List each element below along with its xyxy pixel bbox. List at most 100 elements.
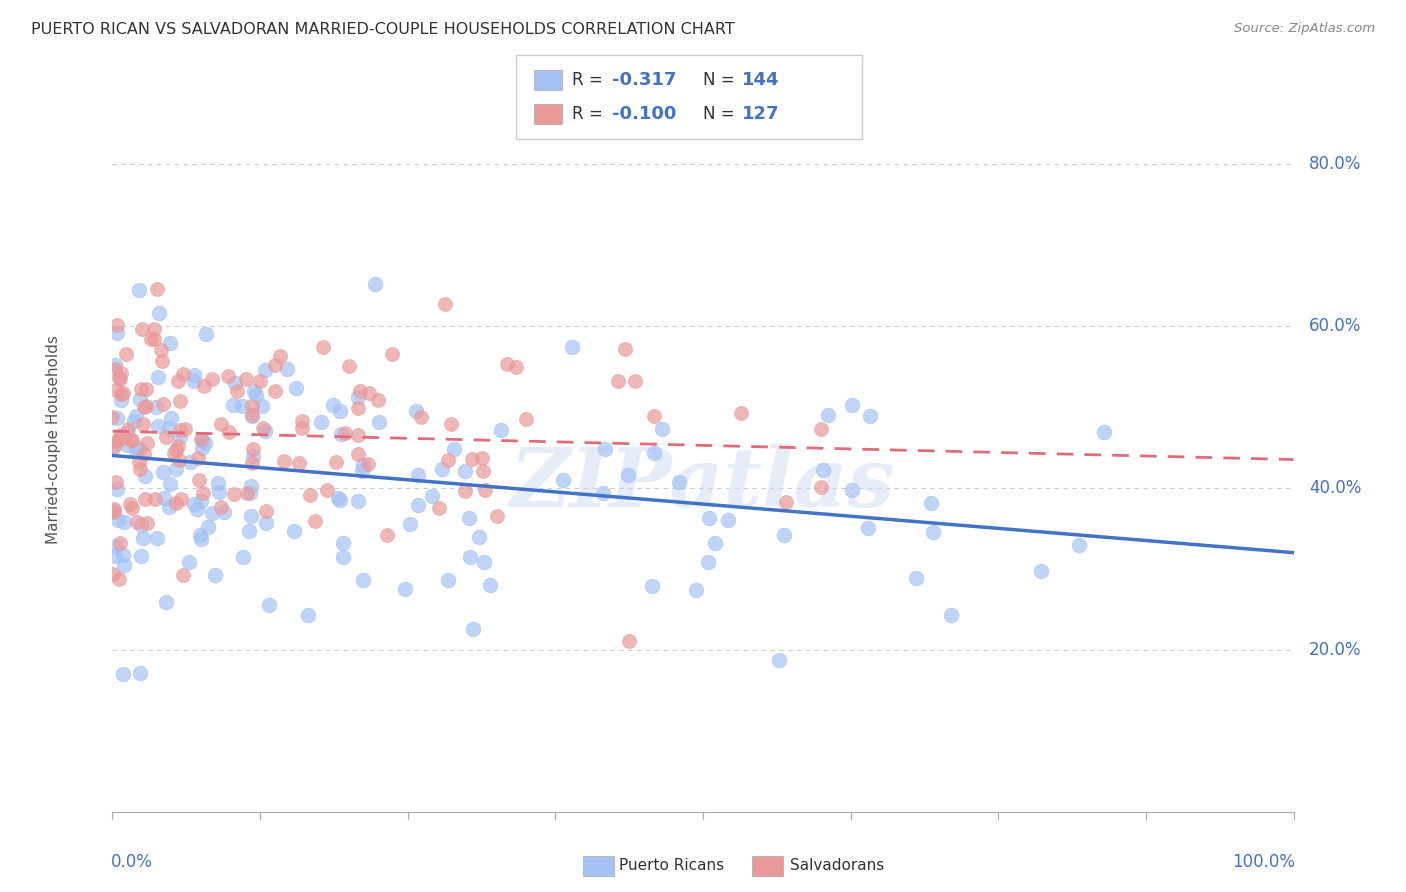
Point bbox=[111, 666, 134, 681]
Point bbox=[1092, 425, 1115, 440]
Point bbox=[104, 540, 127, 554]
Point bbox=[461, 452, 484, 467]
Point bbox=[454, 464, 477, 478]
Point bbox=[240, 509, 263, 524]
Point bbox=[103, 502, 125, 516]
Point bbox=[105, 434, 128, 449]
Point bbox=[238, 524, 260, 538]
Point bbox=[436, 573, 458, 587]
Text: Puerto Ricans: Puerto Ricans bbox=[619, 858, 724, 872]
Point bbox=[249, 374, 271, 388]
Point bbox=[329, 404, 352, 418]
Point bbox=[240, 457, 263, 471]
Point bbox=[515, 412, 537, 426]
Point bbox=[240, 409, 263, 424]
Text: 100.0%: 100.0% bbox=[1232, 853, 1295, 871]
Point bbox=[350, 464, 373, 478]
Point bbox=[183, 374, 205, 388]
Point bbox=[212, 506, 235, 520]
Point bbox=[101, 409, 124, 424]
Point bbox=[169, 423, 191, 437]
Point bbox=[332, 536, 354, 550]
Point bbox=[186, 501, 208, 516]
Text: 60.0%: 60.0% bbox=[1309, 317, 1361, 335]
Point bbox=[730, 406, 752, 420]
Point bbox=[197, 520, 219, 534]
Point bbox=[129, 549, 152, 564]
Point bbox=[170, 492, 193, 507]
Point bbox=[224, 376, 246, 390]
Point bbox=[685, 583, 707, 598]
Point bbox=[240, 408, 263, 422]
Point bbox=[169, 430, 191, 444]
Point bbox=[472, 465, 495, 479]
Point bbox=[179, 454, 201, 468]
Point bbox=[810, 480, 832, 494]
Point bbox=[330, 426, 353, 441]
Point bbox=[409, 410, 432, 425]
Text: ZIPatlas: ZIPatlas bbox=[510, 444, 896, 524]
Point bbox=[115, 425, 138, 440]
Point bbox=[159, 477, 181, 491]
Point bbox=[121, 433, 143, 447]
Point bbox=[194, 327, 217, 342]
Point bbox=[329, 493, 352, 508]
Point bbox=[394, 582, 416, 597]
Point bbox=[253, 425, 276, 439]
Point bbox=[904, 571, 927, 585]
Point bbox=[108, 372, 131, 386]
Point bbox=[155, 594, 177, 608]
Point bbox=[187, 473, 209, 487]
Point bbox=[922, 525, 945, 540]
Point bbox=[121, 434, 143, 448]
Point bbox=[254, 362, 277, 376]
Point bbox=[183, 368, 205, 382]
Point bbox=[121, 500, 143, 515]
Point bbox=[128, 442, 150, 456]
Point bbox=[432, 462, 454, 476]
Point bbox=[188, 528, 211, 542]
Point bbox=[163, 446, 186, 460]
Text: 0.0%: 0.0% bbox=[111, 853, 153, 871]
Point bbox=[128, 462, 150, 476]
Point bbox=[643, 409, 665, 423]
Point bbox=[239, 486, 262, 500]
Point bbox=[122, 413, 145, 427]
Point bbox=[103, 438, 125, 452]
Point bbox=[183, 497, 205, 511]
Point bbox=[146, 282, 169, 296]
Point bbox=[107, 513, 129, 527]
Point bbox=[312, 340, 335, 354]
Point bbox=[108, 572, 131, 586]
Point bbox=[143, 322, 166, 336]
Point bbox=[139, 332, 162, 346]
Point bbox=[134, 400, 156, 414]
Point bbox=[606, 374, 628, 388]
Point bbox=[224, 487, 246, 501]
Point bbox=[436, 452, 458, 467]
Point bbox=[613, 342, 636, 356]
Point bbox=[352, 573, 374, 587]
Point bbox=[145, 400, 167, 414]
Point bbox=[208, 485, 231, 500]
Point bbox=[337, 359, 360, 373]
Point bbox=[110, 393, 132, 408]
Point bbox=[167, 439, 190, 453]
Text: 80.0%: 80.0% bbox=[1309, 155, 1361, 173]
Point bbox=[252, 400, 274, 414]
Point bbox=[405, 404, 427, 418]
Point bbox=[505, 360, 527, 375]
Point bbox=[352, 458, 374, 472]
Point bbox=[217, 369, 239, 384]
Point bbox=[191, 486, 214, 500]
Point bbox=[172, 568, 194, 582]
Point bbox=[768, 653, 790, 667]
Point bbox=[595, 442, 617, 456]
Point bbox=[623, 375, 645, 389]
Point bbox=[146, 531, 169, 545]
Point bbox=[257, 598, 280, 612]
Point bbox=[190, 494, 212, 508]
Point bbox=[367, 415, 389, 429]
Point bbox=[134, 469, 156, 483]
Point bbox=[159, 411, 181, 425]
